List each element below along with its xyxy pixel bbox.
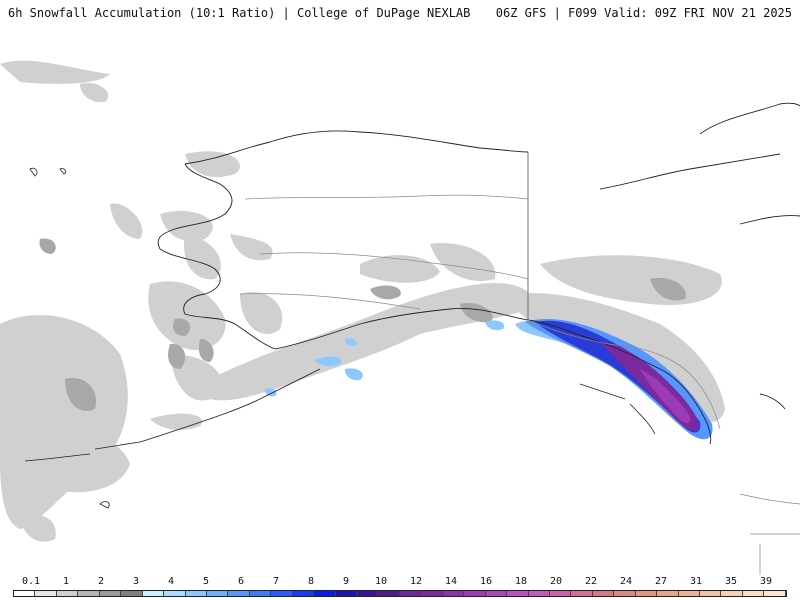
legend-swatch (742, 591, 765, 596)
legend-swatch (635, 591, 658, 596)
legend-swatch (442, 591, 465, 596)
legend-swatch (614, 591, 636, 596)
islands (24, 167, 656, 509)
legend-label: 7 (272, 576, 280, 587)
legend-swatch (357, 591, 379, 596)
legend-color-bar (13, 590, 787, 597)
snowfall-map (0, 24, 800, 575)
coastlines (139, 102, 800, 445)
legend-swatch (78, 591, 100, 596)
legend-swatch (142, 591, 165, 596)
legend-label: 24 (619, 576, 633, 587)
legend-swatch (228, 591, 250, 596)
legend-swatch (764, 591, 786, 596)
legend-swatch (678, 591, 700, 596)
legend-swatch (378, 591, 400, 596)
legend-swatch (271, 591, 293, 596)
legend-swatch (35, 591, 57, 596)
legend-swatch (485, 591, 508, 596)
header-bar: 6h Snowfall Accumulation (10:1 Ratio) | … (0, 0, 800, 24)
legend-label: 9 (342, 576, 350, 587)
legend-swatch (99, 591, 122, 596)
legend-label: 6 (237, 576, 245, 587)
legend-label: 8 (307, 576, 315, 587)
legend-swatch (700, 591, 722, 596)
borders (239, 152, 800, 575)
legend-label: 18 (514, 576, 528, 587)
legend-swatch (592, 591, 615, 596)
legend-swatch (121, 591, 143, 596)
legend-swatch (464, 591, 486, 596)
legend-label: 14 (444, 576, 458, 587)
legend-swatch (399, 591, 422, 596)
moderate-snow-areas (39, 238, 686, 411)
legend-label: 31 (689, 576, 703, 587)
legend-swatch (549, 591, 572, 596)
legend-label: 16 (479, 576, 493, 587)
heavy-snow-band (525, 319, 713, 440)
map-title: 6h Snowfall Accumulation (10:1 Ratio) | … (8, 6, 471, 20)
legend-label: 2 (97, 576, 105, 587)
legend-swatch (164, 591, 186, 596)
legend-swatch (721, 591, 743, 596)
legend-swatch (292, 591, 315, 596)
legend-label: 27 (654, 576, 668, 587)
model-run-info: 06Z GFS | F099 Valid: 09Z FRI NOV 21 202… (495, 6, 792, 20)
legend-labels: 0.1 1 2 3 4 5 6 7 8 9 10 12 14 16 18 20 22 24 27 31 35 39 (0, 575, 800, 589)
legend-swatch (528, 591, 550, 596)
legend-swatch (314, 591, 336, 596)
legend-swatch (56, 591, 79, 596)
legend-label: 5 (202, 576, 210, 587)
legend-label: 12 (409, 576, 423, 587)
legend-label: 3 (132, 576, 140, 587)
legend-swatch (507, 591, 529, 596)
legend-label: 1 (62, 576, 70, 587)
legend-swatch (249, 591, 272, 596)
legend-swatch (335, 591, 357, 596)
legend-swatch (571, 591, 593, 596)
legend-swatch (657, 591, 679, 596)
legend-label: 22 (584, 576, 598, 587)
legend-label: 39 (759, 576, 773, 587)
legend-label: 20 (549, 576, 563, 587)
legend-swatch (185, 591, 207, 596)
legend-label: 35 (724, 576, 738, 587)
legend-label: 4 (167, 576, 175, 587)
legend-label: 0.1 (21, 576, 41, 587)
legend-swatch (206, 591, 229, 596)
legend-swatch (14, 591, 36, 596)
legend-swatch (421, 591, 443, 596)
legend-label: 10 (374, 576, 388, 587)
